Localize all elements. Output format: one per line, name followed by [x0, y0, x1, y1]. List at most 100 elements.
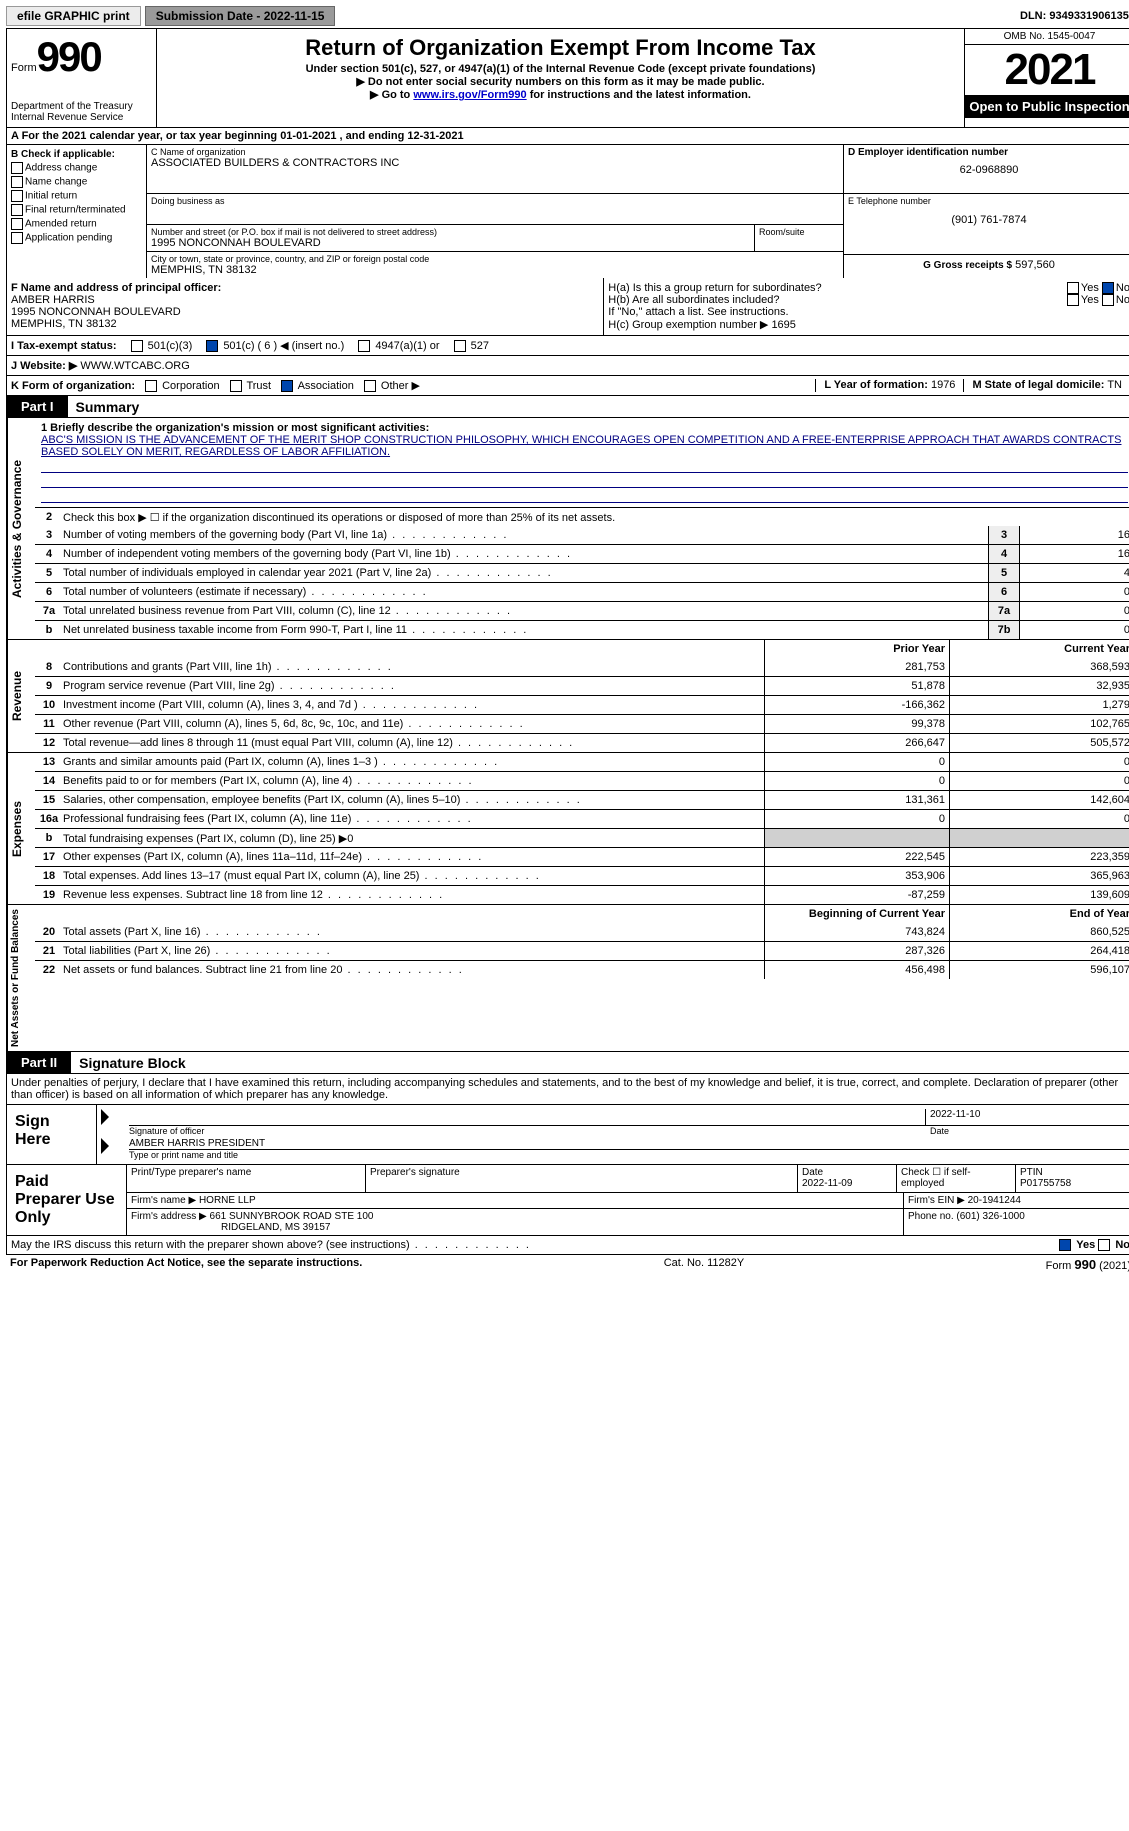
i-501c3[interactable]: [131, 340, 143, 352]
d-ein-value: 62-0968890: [848, 164, 1129, 176]
k-trust[interactable]: [230, 380, 242, 392]
city-value: MEMPHIS, TN 38132: [151, 264, 839, 276]
f-label: F Name and address of principal officer:: [11, 282, 599, 294]
table-row: 15 Salaries, other compensation, employe…: [35, 790, 1129, 809]
part2-title: Signature Block: [71, 1055, 186, 1071]
hb-yes[interactable]: [1067, 294, 1079, 306]
row-a-tax-year: A For the 2021 calendar year, or tax yea…: [6, 128, 1129, 145]
block-b: B Check if applicable: Address change Na…: [6, 145, 1129, 278]
table-row: 21 Total liabilities (Part X, line 26) 2…: [35, 941, 1129, 960]
firm-addr2: RIDGELAND, MS 39157: [131, 1222, 899, 1233]
discuss-no[interactable]: [1098, 1239, 1110, 1251]
irs-link[interactable]: www.irs.gov/Form990: [413, 89, 526, 101]
date-label: Date: [926, 1126, 1129, 1136]
table-row: 6 Total number of volunteers (estimate i…: [35, 582, 1129, 601]
table-row: 12 Total revenue—add lines 8 through 11 …: [35, 733, 1129, 752]
form-word: Form: [11, 62, 37, 74]
prep-date: 2022-11-09: [802, 1178, 892, 1189]
sig-officer-label: Signature of officer: [129, 1126, 926, 1136]
opt-application-pending[interactable]: Application pending: [11, 232, 142, 244]
tax-year: 2021: [965, 45, 1129, 95]
k-other[interactable]: [364, 380, 376, 392]
typed-name: AMBER HARRIS PRESIDENT: [129, 1138, 1129, 1150]
opt-initial-return[interactable]: Initial return: [11, 190, 142, 202]
footer-mid: Cat. No. 11282Y: [664, 1257, 745, 1272]
footer: For Paperwork Reduction Act Notice, see …: [6, 1255, 1129, 1274]
open-to-public: Open to Public Inspection: [965, 95, 1129, 118]
table-row: 19 Revenue less expenses. Subtract line …: [35, 885, 1129, 904]
opt-final-return[interactable]: Final return/terminated: [11, 204, 142, 216]
i-501c[interactable]: [206, 340, 218, 352]
street-label: Number and street (or P.O. box if mail i…: [151, 227, 750, 237]
check-self-employed[interactable]: Check ☐ if self-employed: [897, 1165, 1016, 1191]
sign-here-section: Sign Here 2022-11-10 Signature of office…: [6, 1105, 1129, 1165]
f-street: 1995 NONCONNAH BOULEVARD: [11, 306, 599, 318]
paid-preparer-label: Paid Preparer Use Only: [7, 1165, 127, 1235]
form-subtitle: Under section 501(c), 527, or 4947(a)(1)…: [163, 63, 958, 75]
discuss-row: May the IRS discuss this return with the…: [6, 1236, 1129, 1255]
table-row: 5 Total number of individuals employed i…: [35, 563, 1129, 582]
row-k: K Form of organization: Corporation Trus…: [6, 376, 1129, 396]
part1-tab: Part I: [7, 396, 68, 417]
table-row: 17 Other expenses (Part IX, column (A), …: [35, 847, 1129, 866]
sign-here-label: Sign Here: [7, 1105, 97, 1164]
vert-expenses: Expenses: [7, 753, 35, 904]
block-fg: F Name and address of principal officer:…: [6, 278, 1129, 336]
form-note2: ▶ Go to www.irs.gov/Form990 for instruct…: [163, 88, 958, 101]
l-year: 1976: [931, 379, 955, 391]
typed-label: Type or print name and title: [129, 1150, 1129, 1160]
arrow-icon-2: [101, 1138, 109, 1154]
e-phone-label: E Telephone number: [848, 196, 1129, 206]
d-ein-label: D Employer identification number: [848, 147, 1129, 158]
website-value: WWW.WTCABC.ORG: [80, 360, 189, 372]
m-state: TN: [1107, 379, 1122, 391]
ha-no[interactable]: [1102, 282, 1114, 294]
firm-name: HORNE LLP: [199, 1195, 256, 1206]
submission-date-button[interactable]: Submission Date - 2022-11-15: [145, 6, 336, 26]
dept-label: Department of the Treasury Internal Reve…: [11, 101, 152, 123]
opt-name-change[interactable]: Name change: [11, 176, 142, 188]
ha-label: H(a) Is this a group return for subordin…: [608, 282, 821, 294]
hb-no[interactable]: [1102, 294, 1114, 306]
check-if-applicable: B Check if applicable:: [11, 149, 142, 160]
part2-header: Part II Signature Block: [6, 1052, 1129, 1074]
section-revenue: Revenue Prior Year Current Year 8 Contri…: [6, 640, 1129, 753]
vert-net-assets: Net Assets or Fund Balances: [7, 905, 35, 1051]
table-row: 3 Number of voting members of the govern…: [35, 526, 1129, 544]
beg-year-hdr: Beginning of Current Year: [764, 905, 949, 923]
prior-year-hdr: Prior Year: [764, 640, 949, 658]
part1-header: Part I Summary: [6, 396, 1129, 418]
efile-button[interactable]: efile GRAPHIC print: [6, 6, 141, 26]
street-value: 1995 NONCONNAH BOULEVARD: [151, 237, 750, 249]
vert-revenue: Revenue: [7, 640, 35, 752]
i-4947[interactable]: [358, 340, 370, 352]
row-j: J Website: ▶ WWW.WTCABC.ORG: [6, 356, 1129, 376]
line2: Check this box ▶ ☐ if the organization d…: [63, 511, 1129, 524]
i-527[interactable]: [454, 340, 466, 352]
opt-amended-return[interactable]: Amended return: [11, 218, 142, 230]
line1-label: 1 Briefly describe the organization's mi…: [41, 422, 1128, 434]
section-expenses: Expenses 13 Grants and similar amounts p…: [6, 753, 1129, 905]
c-name-value: ASSOCIATED BUILDERS & CONTRACTORS INC: [151, 157, 839, 169]
discuss-yes[interactable]: [1059, 1239, 1071, 1251]
firm-ein: 20-1941244: [968, 1195, 1021, 1206]
opt-address-change[interactable]: Address change: [11, 162, 142, 174]
h-note: If "No," attach a list. See instructions…: [608, 306, 1129, 318]
k-corp[interactable]: [145, 380, 157, 392]
end-year-hdr: End of Year: [949, 905, 1129, 923]
table-row: b Total fundraising expenses (Part IX, c…: [35, 828, 1129, 847]
declaration: Under penalties of perjury, I declare th…: [6, 1074, 1129, 1105]
row-i: I Tax-exempt status: 501(c)(3) 501(c) ( …: [6, 336, 1129, 356]
section-net-assets: Net Assets or Fund Balances Beginning of…: [6, 905, 1129, 1052]
form-header: Form990 Department of the Treasury Inter…: [6, 28, 1129, 128]
city-label: City or town, state or province, country…: [151, 254, 839, 264]
ha-yes[interactable]: [1067, 282, 1079, 294]
section-governance: Activities & Governance 1 Briefly descri…: [6, 418, 1129, 640]
form-title: Return of Organization Exempt From Incom…: [163, 35, 958, 61]
hc-value: 1695: [771, 319, 795, 331]
hc-label: H(c) Group exemption number ▶: [608, 319, 768, 331]
firm-addr1: 661 SUNNYBROOK ROAD STE 100: [210, 1211, 374, 1222]
omb-number: OMB No. 1545-0047: [965, 29, 1129, 45]
table-row: 11 Other revenue (Part VIII, column (A),…: [35, 714, 1129, 733]
k-assoc[interactable]: [281, 380, 293, 392]
